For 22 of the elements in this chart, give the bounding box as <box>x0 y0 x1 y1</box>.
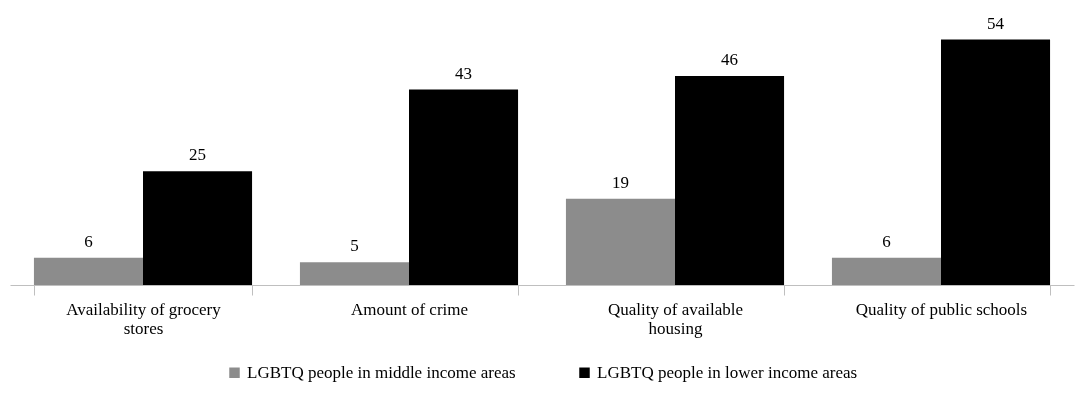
data-label: 46 <box>721 49 739 69</box>
bar <box>675 75 785 285</box>
bar <box>941 39 1051 285</box>
data-label: 19 <box>611 172 629 192</box>
data-label: 54 <box>987 13 1005 33</box>
x-tick-label: Quality of public schools <box>855 299 1028 319</box>
data-label: 25 <box>189 145 207 165</box>
bar <box>143 171 253 285</box>
data-label: 43 <box>455 63 473 83</box>
data-label: 6 <box>84 231 93 251</box>
bar <box>831 257 941 285</box>
bar <box>33 257 143 285</box>
x-tick-label: Quality of available housing <box>607 299 744 338</box>
x-tick-label: Availability of grocery stores <box>66 299 222 338</box>
bar <box>299 262 409 285</box>
data-label: 5 <box>350 236 359 256</box>
legend-label: LGBTQ people in lower income areas <box>597 362 858 382</box>
data-label: 6 <box>882 231 891 251</box>
legend-label: LGBTQ people in middle income areas <box>247 362 516 382</box>
bar <box>409 89 519 285</box>
bar <box>565 198 675 285</box>
x-tick-label: Amount of crime <box>350 299 469 319</box>
